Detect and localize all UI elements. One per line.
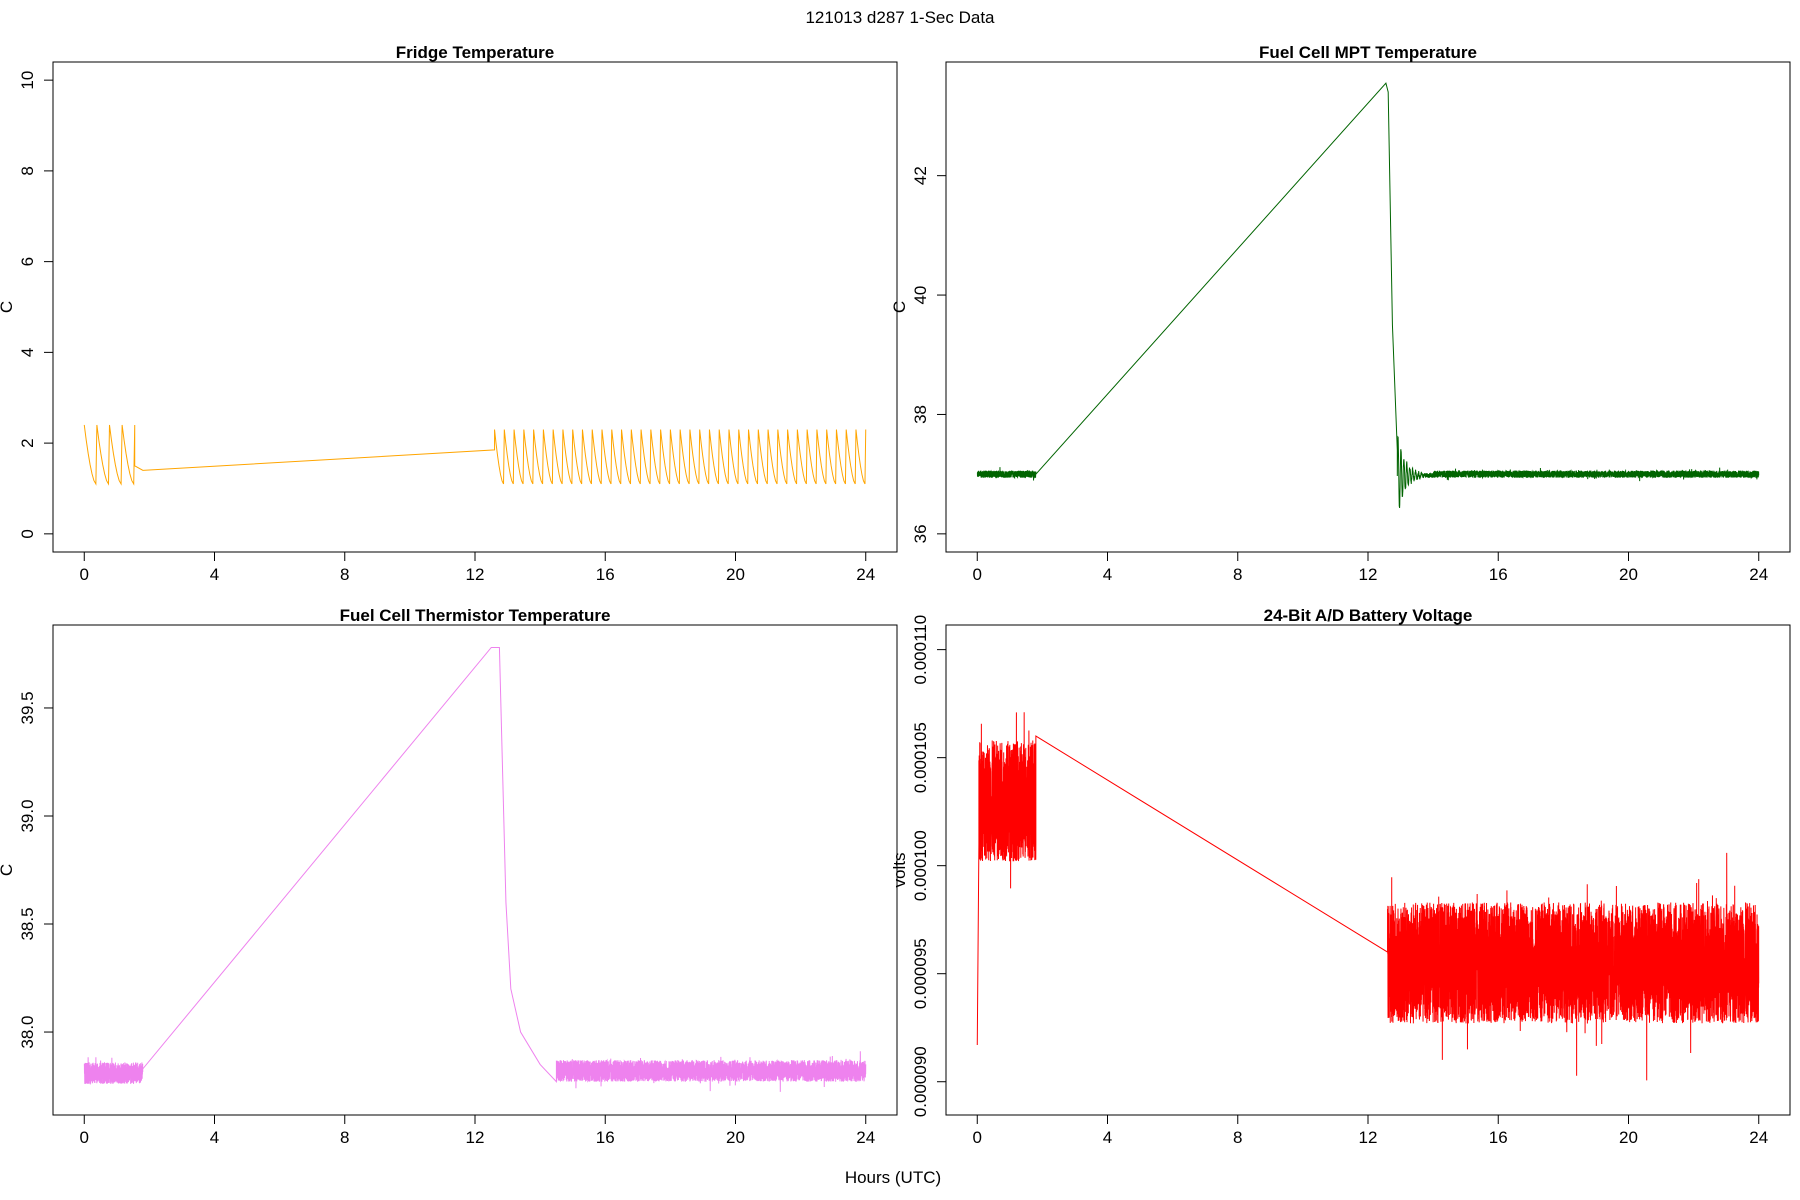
chart-title: Fridge Temperature (396, 43, 554, 62)
x-tick-label: 4 (1103, 1128, 1112, 1147)
x-tick-label: 0 (80, 565, 89, 584)
x-tick-label: 8 (1233, 565, 1242, 584)
y-tick-label: 0.000110 (911, 615, 930, 685)
x-tick-label: 4 (1103, 565, 1112, 584)
x-tick-label: 8 (340, 1128, 349, 1147)
plot-frame (945, 61, 1791, 553)
chart-title: Fuel Cell MPT Temperature (1259, 43, 1477, 62)
y-tick-label: 38.0 (18, 1015, 37, 1048)
figure-x-axis-label: Hours (UTC) (845, 1168, 941, 1187)
y-axis-label: C (0, 301, 16, 313)
x-tick-label: 12 (466, 565, 485, 584)
y-tick-label: 42 (911, 166, 930, 185)
plot-frame (945, 624, 1791, 1116)
x-tick-label: 16 (596, 1128, 615, 1147)
y-tick-label: 2 (18, 438, 37, 447)
x-tick-label: 8 (1233, 1128, 1242, 1147)
y-tick-label: 36 (911, 524, 930, 543)
y-axis-label: C (0, 864, 16, 876)
y-tick-label: 38.5 (18, 907, 37, 940)
x-tick-label: 12 (466, 1128, 485, 1147)
x-tick-label: 0 (80, 1128, 89, 1147)
x-tick-label: 16 (1489, 1128, 1508, 1147)
y-tick-label: 0 (18, 529, 37, 538)
chart-panel: 24-Bit A/D Battery Voltage 0 4 8 12 16 20 24 0.0… (890, 606, 1791, 1147)
y-tick-label: 0.000095 (911, 938, 930, 1009)
chart-title: 24-Bit A/D Battery Voltage (1264, 606, 1473, 625)
x-tick-label: 4 (210, 1128, 219, 1147)
y-tick-label: 39.0 (18, 799, 37, 832)
chart-title: Fuel Cell Thermistor Temperature (340, 606, 611, 625)
plot-frame (52, 624, 898, 1116)
series-line (976, 712, 1760, 1081)
y-tick-label: 38 (911, 405, 930, 424)
x-tick-label: 24 (856, 565, 875, 584)
y-tick-label: 0.000100 (911, 830, 930, 901)
figure-title: 121013 d287 1-Sec Data (805, 8, 995, 27)
series-line (976, 82, 1760, 509)
x-tick-label: 20 (1619, 1128, 1638, 1147)
x-tick-label: 16 (1489, 565, 1508, 584)
series-line (83, 646, 867, 1092)
y-tick-label: 4 (18, 348, 37, 357)
y-tick-label: 6 (18, 257, 37, 266)
x-tick-label: 20 (726, 565, 745, 584)
y-axis-label: C (890, 301, 909, 313)
x-tick-label: 20 (1619, 565, 1638, 584)
chart-panels: Fridge Temperature048121620240246810CFue… (0, 43, 1791, 1147)
y-axis-label: volts (890, 853, 909, 888)
chart-panel: Fuel Cell MPT Temperature 0 4 8 12 16 20 24 36 38… (890, 43, 1791, 584)
y-tick-label: 10 (18, 71, 37, 90)
x-tick-label: 0 (973, 1128, 982, 1147)
series-line (83, 424, 867, 486)
y-tick-label: 39.5 (18, 691, 37, 724)
x-tick-label: 4 (210, 565, 219, 584)
x-tick-label: 0 (973, 565, 982, 584)
chart-panel: Fridge Temperature048121620240246810C (0, 43, 898, 584)
y-tick-label: 40 (911, 286, 930, 305)
x-tick-label: 20 (726, 1128, 745, 1147)
chart-panel: Fuel Cell Thermistor Temperature 0 4 8 12 16 2… (0, 606, 898, 1147)
x-tick-label: 12 (1359, 1128, 1378, 1147)
y-tick-label: 0.000090 (911, 1046, 930, 1117)
x-tick-label: 16 (596, 565, 615, 584)
y-tick-label: 0.000105 (911, 722, 930, 793)
x-tick-label: 24 (856, 1128, 875, 1147)
y-tick-label: 8 (18, 166, 37, 175)
x-tick-label: 24 (1749, 565, 1768, 584)
x-tick-label: 8 (340, 565, 349, 584)
x-tick-label: 24 (1749, 1128, 1768, 1147)
x-tick-label: 12 (1359, 565, 1378, 584)
plot-frame (52, 61, 898, 553)
